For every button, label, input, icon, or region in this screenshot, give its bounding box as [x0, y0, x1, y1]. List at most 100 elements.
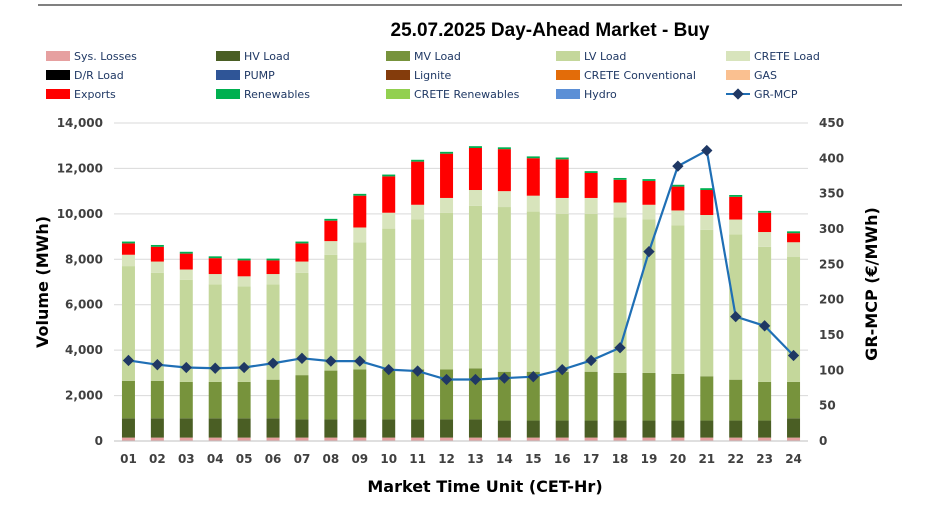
bar-exports-15: [526, 158, 540, 196]
bar-hv-load-14: [497, 420, 511, 438]
bar-crete-load-13: [468, 190, 482, 206]
gridlines: [114, 122, 808, 397]
x-tick-label: 24: [785, 452, 802, 466]
bar-renewables-13: [468, 146, 482, 148]
bar-sys-losses-12: [440, 437, 454, 441]
x-tick-label: 03: [178, 452, 195, 466]
gr-mcp-point-10: [383, 363, 395, 376]
bar-hv-load-03: [179, 418, 193, 438]
bar-mv-load-17: [584, 371, 598, 421]
bar-mv-load-24: [787, 381, 801, 419]
bar-sys-losses-10: [382, 437, 396, 441]
x-tick-label: 20: [670, 452, 687, 466]
bar-lv-load-05: [237, 286, 251, 382]
bar-sys-losses-08: [324, 437, 338, 441]
bar-lv-load-13: [468, 205, 482, 369]
bar-crete-load-11: [411, 204, 425, 220]
bar-crete-load-22: [729, 219, 743, 235]
legend-swatch-hydro: [556, 89, 580, 99]
bar-renewables-07: [295, 241, 309, 244]
gr-mcp-point-19: [643, 245, 655, 258]
gr-mcp-line: [122, 144, 800, 386]
bar-exports-12: [440, 153, 454, 198]
bar-exports-05: [237, 260, 251, 277]
y-axis-label: Volume (MWh): [33, 216, 52, 348]
bar-renewables-08: [324, 218, 338, 221]
legend-swatch-lignite: [386, 70, 410, 80]
bar-lv-load-08: [324, 254, 338, 371]
bar-crete-load-21: [700, 214, 714, 230]
bar-crete-load-08: [324, 241, 338, 255]
axes: 0 2,000 4,000 6,000 8,000 10,000 12,000 14,000 0…: [57, 116, 844, 466]
bar-sys-losses-07: [295, 437, 309, 441]
bar-hv-load-16: [555, 420, 569, 438]
gr-mcp-point-03: [180, 361, 192, 374]
bar-sys-losses-20: [671, 437, 685, 441]
y2-tick-label: 250: [819, 257, 844, 271]
bar-mv-load-18: [613, 372, 627, 421]
bar-crete-load-20: [671, 210, 685, 226]
gr-mcp-point-08: [325, 355, 337, 367]
bar-crete-load-06: [266, 274, 280, 285]
bar-renewables-16: [555, 157, 569, 160]
gr-mcp-point-22: [730, 310, 742, 323]
bar-sys-losses-03: [179, 437, 193, 441]
bar-mv-load-22: [729, 379, 743, 421]
bar-exports-24: [787, 233, 801, 243]
bar-sys-losses-18: [613, 437, 627, 441]
bar-sys-losses-22: [729, 437, 743, 441]
x-tick-label: 04: [207, 452, 224, 466]
bar-mv-load-10: [382, 369, 396, 420]
bar-lv-load-03: [179, 279, 193, 382]
y2-tick-label: 150: [819, 328, 844, 342]
bar-renewables-15: [526, 156, 540, 159]
bar-sys-losses-21: [700, 437, 714, 441]
bar-mv-load-15: [526, 371, 540, 421]
bar-lv-load-23: [758, 246, 772, 382]
bar-crete-load-10: [382, 212, 396, 229]
y2-tick-label: 300: [819, 222, 844, 236]
bar-lv-load-20: [671, 225, 685, 374]
bar-exports-09: [353, 195, 367, 228]
bar-mv-load-14: [497, 371, 511, 421]
legend-swatch-hv-load: [216, 51, 240, 61]
bar-crete-load-17: [584, 197, 598, 214]
bar-crete-load-23: [758, 232, 772, 247]
bar-exports-17: [584, 172, 598, 198]
legend-swatch-d-r-load: [46, 70, 70, 80]
legend-swatch-gas: [726, 70, 750, 80]
legend-swatch-crete-renewables: [386, 89, 410, 99]
bar-exports-06: [266, 260, 280, 275]
bar-lv-load-22: [729, 234, 743, 380]
y2-tick-label: 0: [819, 434, 827, 448]
bar-sys-losses-24: [787, 437, 801, 441]
bar-mv-load-20: [671, 373, 685, 421]
y2-axis-label: GR-MCP (€/MWh): [862, 207, 881, 361]
bar-sys-losses-05: [237, 437, 251, 441]
bar-sys-losses-13: [468, 437, 482, 441]
bar-sys-losses-17: [584, 437, 598, 441]
x-tick-label: 21: [698, 452, 715, 466]
x-tick-label: 13: [467, 452, 484, 466]
bar-crete-load-02: [150, 261, 164, 273]
x-tick-label: 19: [641, 452, 658, 466]
legend-label-mv-load: MV Load: [414, 50, 461, 63]
bar-lv-load-10: [382, 228, 396, 370]
bar-exports-07: [295, 243, 309, 262]
bar-sys-losses-06: [266, 437, 280, 441]
legend-swatch-mv-load: [386, 51, 410, 61]
legend-label-crete-load: CRETE Load: [754, 50, 820, 63]
x-tick-label: 16: [554, 452, 571, 466]
x-tick-label: 11: [409, 452, 426, 466]
legend-label-exports: Exports: [74, 88, 116, 101]
bar-exports-21: [700, 190, 714, 215]
bar-renewables-12: [440, 151, 454, 154]
gr-mcp-point-16: [556, 363, 568, 376]
bar-renewables-19: [642, 179, 656, 181]
bar-sys-losses-19: [642, 437, 656, 441]
x-tick-label: 09: [351, 452, 368, 466]
bar-mv-load-11: [411, 369, 425, 420]
bar-sys-losses-04: [208, 437, 222, 441]
gr-mcp-point-18: [614, 342, 626, 354]
x-tick-label: 10: [380, 452, 397, 466]
